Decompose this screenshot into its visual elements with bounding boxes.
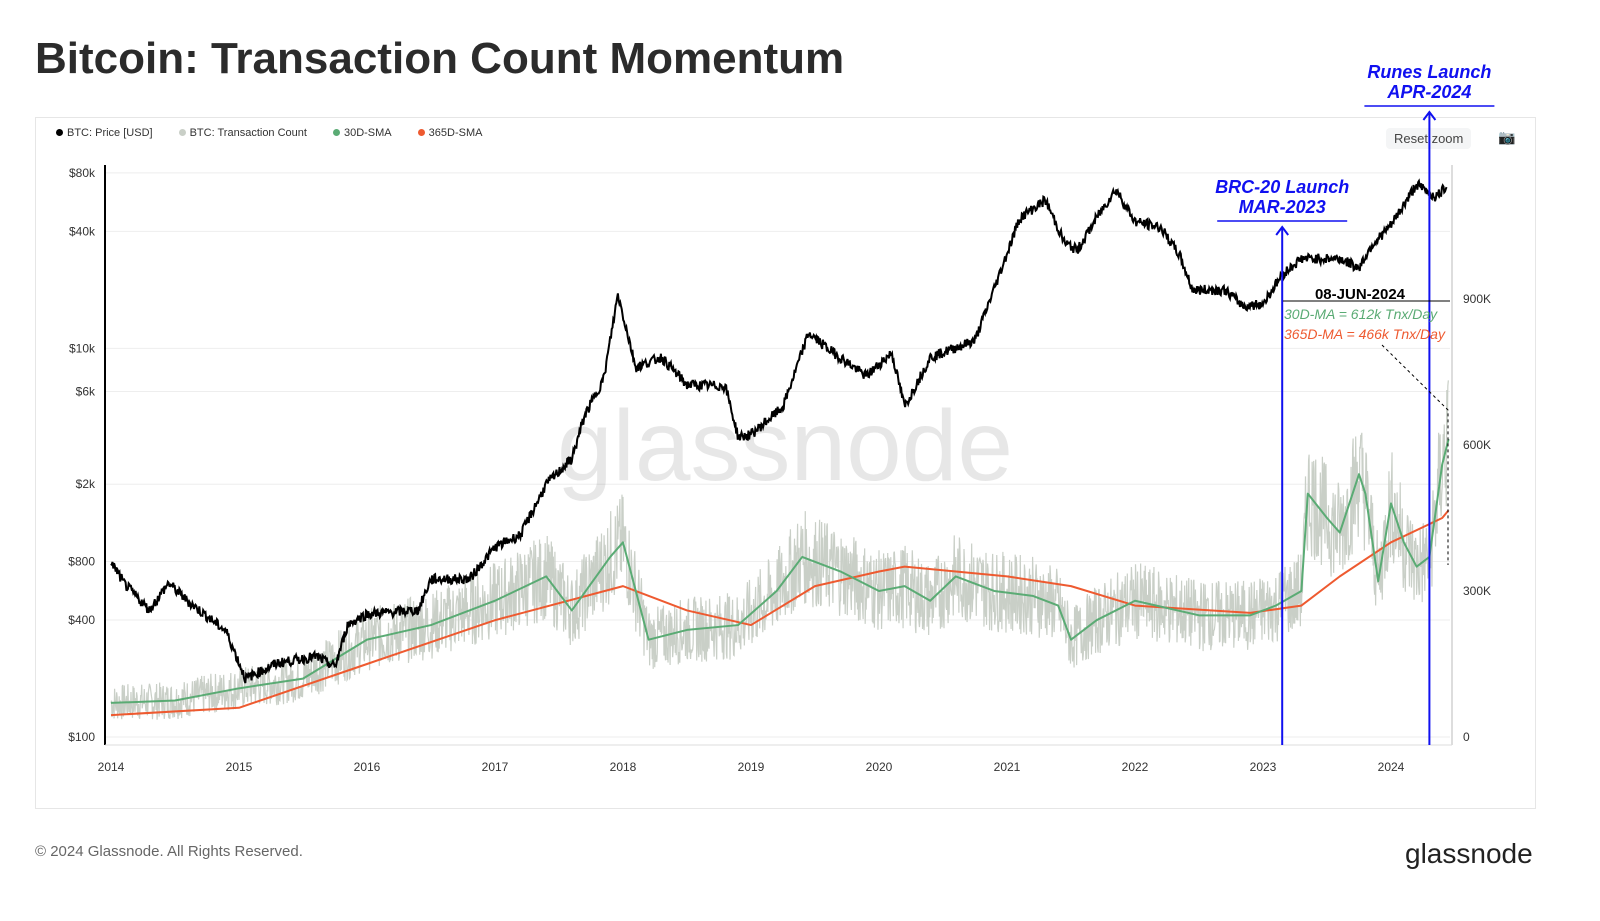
legend-label: 30D-SMA: [343, 127, 392, 139]
x-tick-label: 2018: [610, 760, 637, 774]
sma365-value-label: 365D-MA = 466k Tnx/Day: [1284, 326, 1446, 342]
y-left-tick-label: $2k: [76, 477, 96, 491]
x-tick-label: 2024: [1378, 760, 1405, 774]
legend-label: 365D-SMA: [428, 127, 483, 139]
x-tick-label: 2016: [354, 760, 381, 774]
brc20-annotation-title: BRC-20 Launch: [1215, 177, 1349, 197]
y-left-tick-label: $100: [68, 730, 95, 744]
dotted-leader: [1381, 344, 1449, 565]
y-left-tick-label: $800: [68, 555, 95, 569]
x-tick-label: 2021: [994, 760, 1021, 774]
x-tick-label: 2017: [482, 760, 509, 774]
y-right-tick-label: 0: [1463, 730, 1470, 744]
legend-label: BTC: Price [USD]: [67, 127, 153, 139]
y-right-tick-label: 900K: [1463, 292, 1491, 306]
brand-logo: glassnode: [1405, 838, 1533, 869]
sma30-series: [110, 438, 1450, 704]
legend-item-sma30[interactable]: 30D-SMA: [332, 127, 392, 139]
runes-arrow-icon: [1422, 110, 1437, 121]
x-tick-label: 2023: [1250, 760, 1277, 774]
sma365-series: [110, 509, 1450, 717]
runes-annotation-title: Runes Launch: [1367, 62, 1491, 82]
legend-item-price[interactable]: BTC: Price [USD]: [56, 127, 153, 139]
legend-label: BTC: Transaction Count: [189, 127, 307, 139]
y-right-tick-label: 600K: [1463, 438, 1491, 452]
x-tick-label: 2020: [866, 760, 893, 774]
x-tick-label: 2022: [1122, 760, 1149, 774]
y-left-tick-label: $80k: [69, 166, 96, 180]
y-left-tick-label: $400: [68, 613, 95, 627]
brc20-annotation-date: MAR-2023: [1239, 197, 1326, 217]
legend-item-tx[interactable]: BTC: Transaction Count: [178, 127, 307, 139]
page-title: Bitcoin: Transaction Count Momentum: [35, 34, 845, 83]
x-tick-label: 2015: [226, 760, 253, 774]
x-tick-label: 2019: [738, 760, 765, 774]
y-left-tick-label: $40k: [69, 224, 96, 238]
y-right-tick-label: 300K: [1463, 584, 1491, 598]
brc20-arrow-icon: [1275, 225, 1289, 236]
y-left-tick-label: $10k: [69, 341, 96, 355]
chart-frame: [35, 117, 1536, 809]
copyright: © 2024 Glassnode. All Rights Reserved.: [35, 843, 303, 860]
legend-item-sma365[interactable]: 365D-SMA: [417, 127, 483, 139]
runes-annotation-date: APR-2024: [1386, 82, 1471, 102]
sma30-value-label: 30D-MA = 612k Tnx/Day: [1284, 306, 1438, 322]
y-left-tick-label: $6k: [76, 385, 96, 399]
watermark: glassnode: [557, 390, 1013, 502]
legend: BTC: Price [USD] BTC: Transaction Count …: [56, 127, 482, 139]
date-label: 08-JUN-2024: [1315, 286, 1406, 303]
x-tick-label: 2014: [98, 760, 125, 774]
price-series: [110, 178, 1448, 684]
camera-icon[interactable]: 📷: [1498, 129, 1516, 145]
